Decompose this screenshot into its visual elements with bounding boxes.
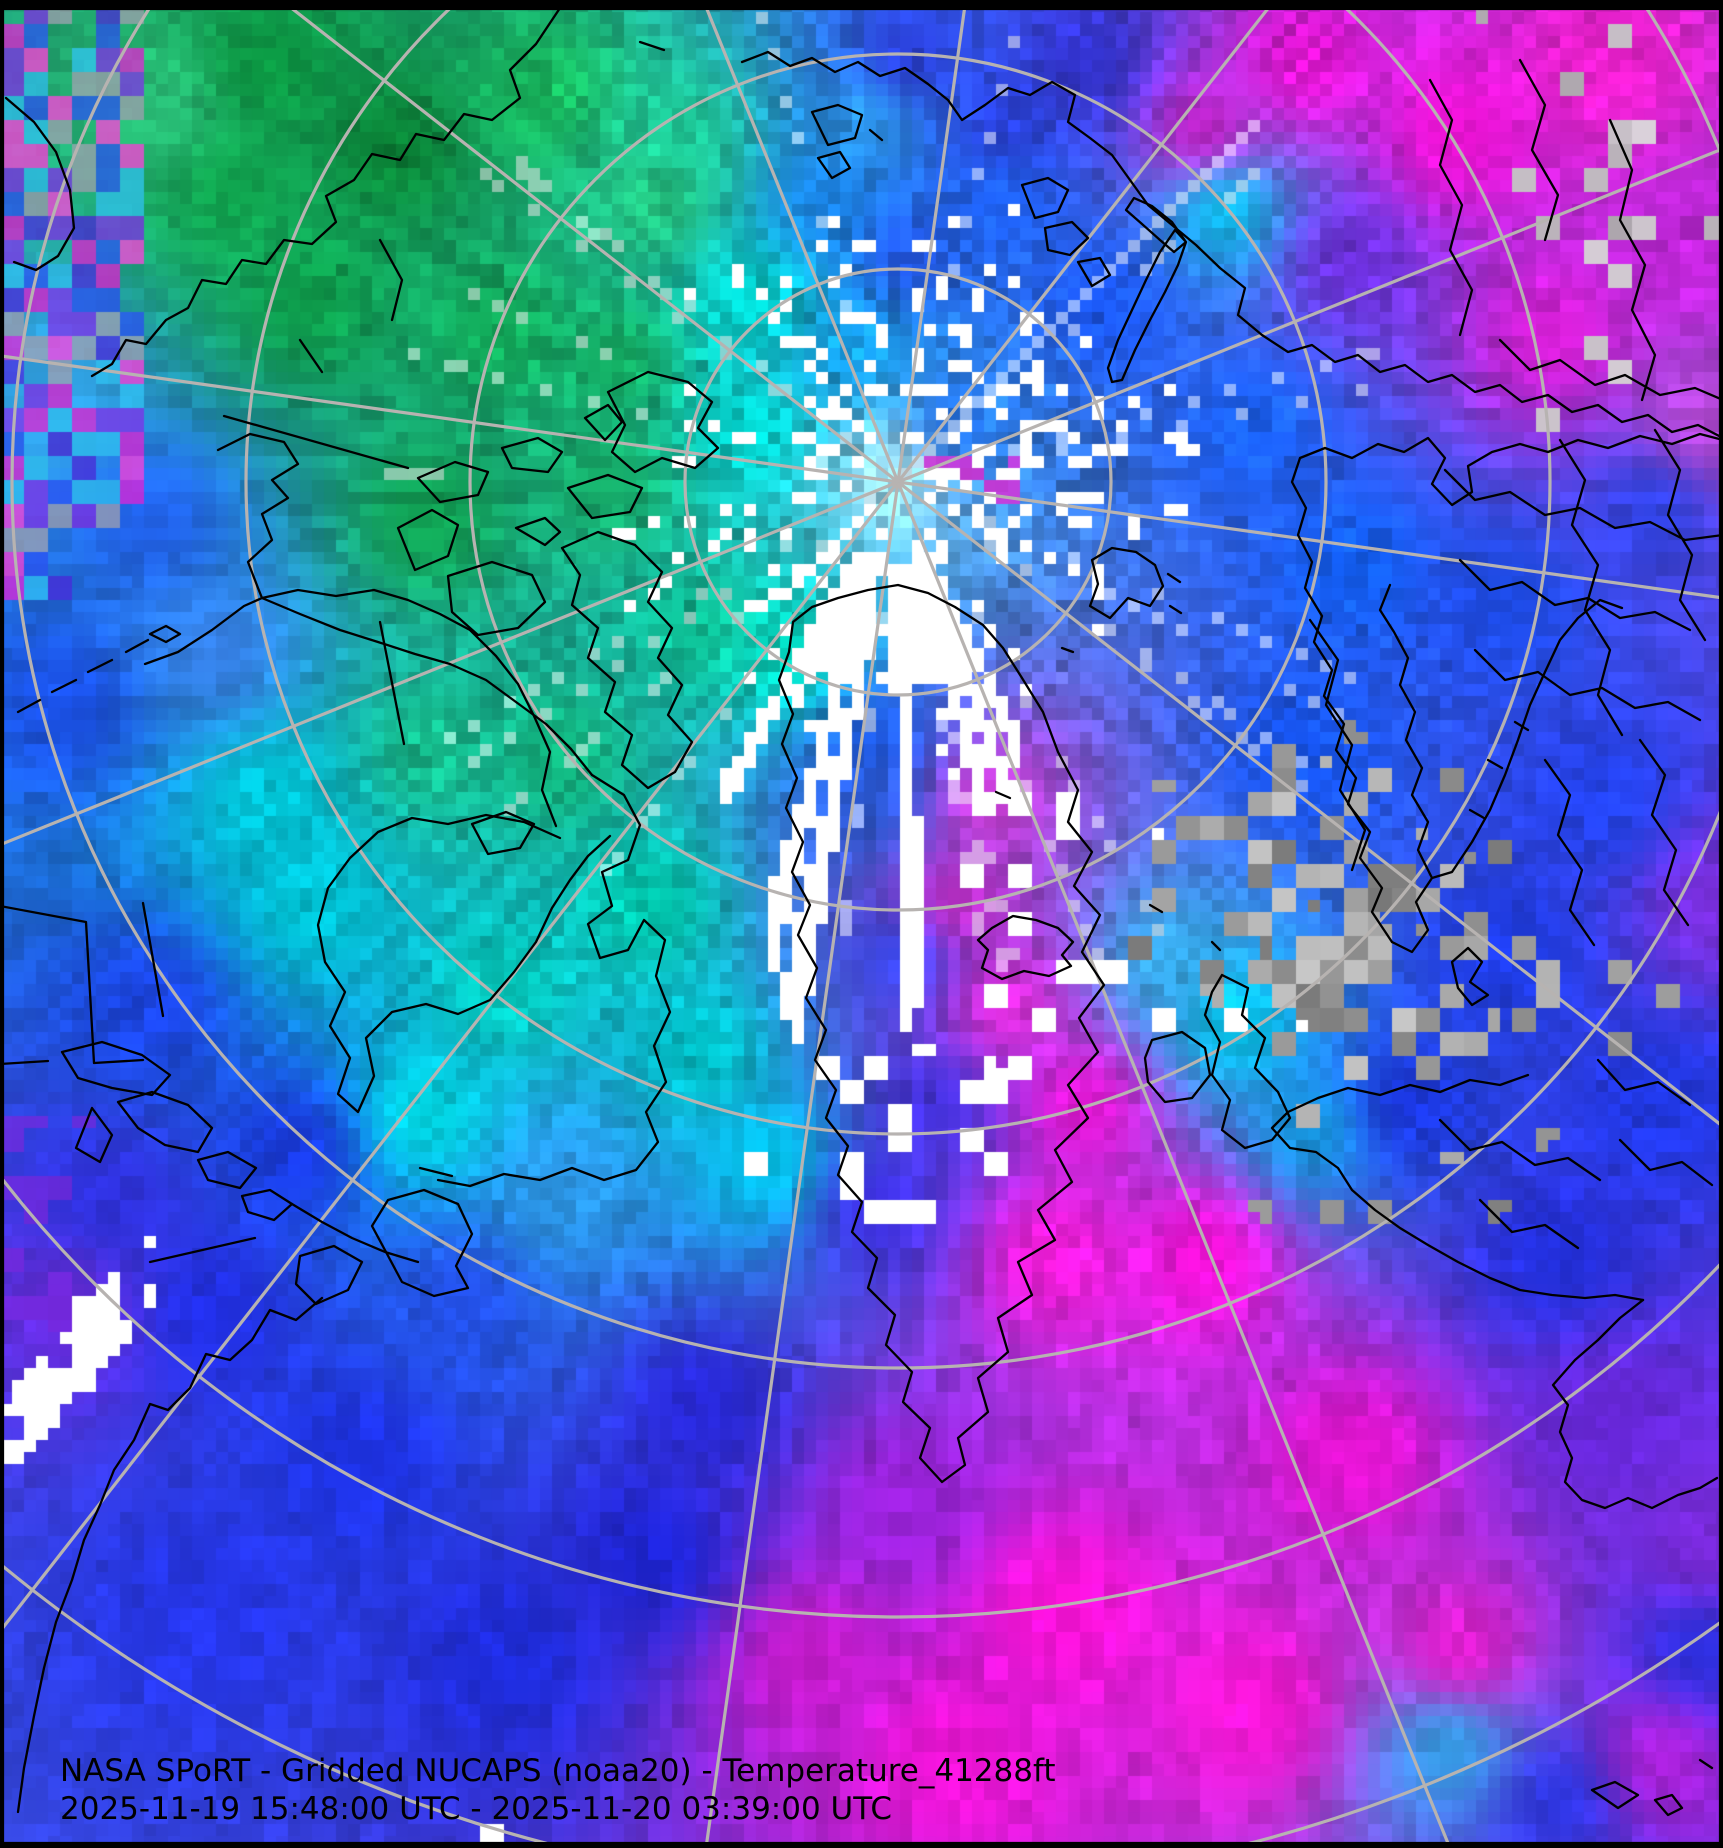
coastline-iberia bbox=[1551, 1298, 1719, 1510]
coastline-alaska-borders bbox=[222, 414, 410, 746]
coastline-europe-borders bbox=[1438, 1058, 1714, 1250]
longitude-line bbox=[897, 480, 1719, 599]
coastline-ellesmere bbox=[583, 370, 720, 474]
coastline-wrangel bbox=[638, 40, 666, 52]
coastline-svalbard bbox=[1060, 546, 1183, 654]
frame-edge bbox=[0, 0, 1723, 10]
longitude-line bbox=[705, 10, 900, 483]
longitude-line bbox=[897, 148, 1719, 484]
coastline-russia-borders bbox=[1428, 58, 1719, 947]
frame-edge bbox=[0, 0, 4, 1848]
coastline-nova-scotia bbox=[294, 1244, 364, 1306]
coastline-alaska-west bbox=[216, 432, 300, 600]
coastline-ireland bbox=[1143, 1030, 1212, 1104]
map-caption: NASA SPoRT - Gridded NUCAPS (noaa20) - T… bbox=[60, 1752, 1056, 1828]
coastline-newfoundland bbox=[370, 1188, 474, 1298]
coastline-arctic-mainland bbox=[260, 596, 594, 777]
longitude-line bbox=[896, 481, 1450, 1842]
caption-title: NASA SPoRT - Gridded NUCAPS (noaa20) - T… bbox=[60, 1753, 1056, 1789]
coastline-iceland bbox=[976, 914, 1075, 981]
coastline-chukotka bbox=[90, 10, 561, 378]
coastline-novaya-zemlya bbox=[1106, 196, 1188, 384]
coastline-labrador-quebec bbox=[436, 773, 672, 1188]
frame-edge bbox=[0, 1842, 1723, 1848]
coastline-faroe-shetland bbox=[1148, 903, 1222, 952]
coastline-jan-mayen bbox=[994, 790, 1012, 800]
longitude-line bbox=[4, 354, 899, 484]
longitude-line bbox=[4, 481, 900, 1629]
latitude-circle bbox=[683, 267, 1113, 697]
coastline-scandinavia-border bbox=[1308, 618, 1367, 872]
longitude-line bbox=[291, 10, 899, 484]
coastline-scandinavia-baltic bbox=[1378, 583, 1624, 954]
coastline-aleutians bbox=[16, 624, 182, 714]
frame-edge bbox=[1719, 0, 1723, 1848]
coastline-great-lakes bbox=[60, 1040, 294, 1222]
latitude-circle bbox=[4, 1178, 1719, 1619]
coastline-southampton bbox=[470, 810, 536, 856]
caption-timerange: 2025-11-19 15:48:00 UTC - 2025-11-20 03:… bbox=[60, 1791, 892, 1827]
coastline-severnaya-zemlya bbox=[1020, 176, 1112, 288]
coastline-siberia-rivers bbox=[298, 238, 404, 374]
longitude-line bbox=[705, 481, 900, 1842]
coastline-banks-island bbox=[396, 508, 460, 572]
coastline-victoria-island bbox=[446, 560, 547, 637]
longitude-line bbox=[4, 480, 899, 845]
coastline-parry-islands bbox=[416, 436, 564, 547]
coastline-st-lawrence bbox=[290, 1166, 454, 1264]
coastline-baltic-islands bbox=[1468, 720, 1530, 820]
coastline-med-islands bbox=[1590, 1758, 1714, 1817]
coastline-baffin-island bbox=[560, 530, 694, 790]
longitude-line bbox=[897, 480, 1719, 1126]
coastline-us-east-coast bbox=[16, 1296, 324, 1814]
coastline-hudson-bay bbox=[316, 813, 612, 1114]
coastline-scandinavia-barents bbox=[1290, 432, 1719, 944]
coastline-siberia-coast bbox=[740, 50, 1719, 438]
coastline-devon-island bbox=[566, 473, 644, 520]
latitude-circle bbox=[468, 52, 1328, 912]
coastline-france bbox=[1270, 1073, 1645, 1302]
coastline-greenland bbox=[777, 583, 1106, 1484]
latitude-circle bbox=[244, 10, 1552, 1136]
coastline-great-britain bbox=[1203, 973, 1292, 1150]
longitude-line bbox=[896, 10, 1269, 483]
coastline-kamchatka bbox=[4, 96, 76, 272]
coastline-denmark bbox=[1450, 946, 1490, 1007]
longitude-line bbox=[896, 10, 966, 483]
coastlines bbox=[4, 10, 1719, 1817]
coastline-new-siberian-islands bbox=[810, 103, 884, 180]
coastline-us-ca-borders bbox=[4, 901, 257, 1264]
coastline-alaska-south bbox=[143, 588, 558, 828]
latitude-circle bbox=[10, 10, 1719, 1370]
